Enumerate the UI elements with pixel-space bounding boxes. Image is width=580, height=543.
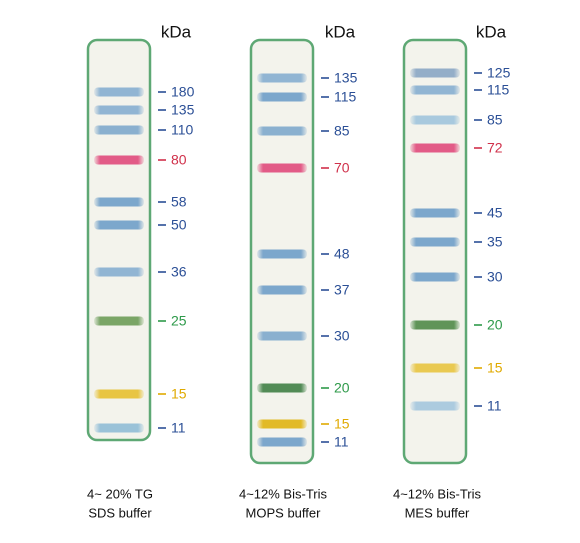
- band: [410, 143, 460, 153]
- band-label: 15: [487, 360, 503, 376]
- band: [257, 73, 307, 83]
- band: [257, 419, 307, 429]
- band-label: 35: [487, 234, 503, 250]
- band: [410, 68, 460, 78]
- unit-label: kDa: [476, 22, 507, 41]
- band-label: 20: [487, 317, 503, 333]
- band-label: 50: [171, 217, 187, 233]
- band-label: 85: [487, 112, 503, 128]
- lane-caption: MOPS buffer: [246, 505, 322, 520]
- lane-caption: 4~ 20% TG: [87, 486, 153, 501]
- band-label: 85: [334, 123, 350, 139]
- band-label: 11: [487, 398, 502, 414]
- band-label: 48: [334, 246, 350, 262]
- band: [410, 208, 460, 218]
- band-label: 135: [171, 102, 195, 118]
- band-label: 135: [334, 70, 358, 86]
- lane-caption: 4~12% Bis-Tris: [393, 486, 482, 501]
- band-label: 115: [487, 82, 510, 98]
- band: [94, 423, 144, 433]
- band: [257, 383, 307, 393]
- band: [94, 105, 144, 115]
- band: [410, 363, 460, 373]
- band: [257, 92, 307, 102]
- band: [94, 197, 144, 207]
- band-label: 11: [334, 434, 349, 450]
- band: [257, 285, 307, 295]
- band: [94, 389, 144, 399]
- unit-label: kDa: [325, 22, 356, 41]
- band: [94, 87, 144, 97]
- band: [257, 249, 307, 259]
- band-label: 25: [171, 313, 187, 329]
- band: [410, 115, 460, 125]
- band-label: 36: [171, 264, 187, 280]
- band-label: 125: [487, 65, 511, 81]
- lane-caption: 4~12% Bis-Tris: [239, 486, 328, 501]
- band-label: 58: [171, 194, 187, 210]
- band: [410, 401, 460, 411]
- band-label: 45: [487, 205, 503, 221]
- band: [257, 126, 307, 136]
- band: [94, 125, 144, 135]
- gel-lane: [86, 38, 152, 442]
- lane-caption: MES buffer: [405, 505, 470, 520]
- band: [257, 331, 307, 341]
- lane-caption: SDS buffer: [88, 505, 152, 520]
- band-label: 20: [334, 380, 350, 396]
- band-label: 72: [487, 140, 503, 156]
- band-label: 15: [171, 386, 187, 402]
- unit-label: kDa: [161, 22, 192, 41]
- band-label: 80: [171, 152, 187, 168]
- band: [410, 237, 460, 247]
- band: [410, 320, 460, 330]
- band-label: 30: [487, 269, 503, 285]
- band: [94, 155, 144, 165]
- band-label: 70: [334, 160, 350, 176]
- band-label: 115: [334, 89, 357, 105]
- band: [94, 220, 144, 230]
- band: [257, 163, 307, 173]
- band: [410, 272, 460, 282]
- band: [257, 437, 307, 447]
- band-label: 15: [334, 416, 350, 432]
- band-label: 37: [334, 282, 350, 298]
- band-label: 110: [171, 122, 194, 138]
- band-label: 11: [171, 420, 186, 436]
- band-label: 30: [334, 328, 350, 344]
- band: [94, 316, 144, 326]
- band: [94, 267, 144, 277]
- band: [410, 85, 460, 95]
- band-label: 180: [171, 84, 195, 100]
- gel-lane: [402, 38, 468, 465]
